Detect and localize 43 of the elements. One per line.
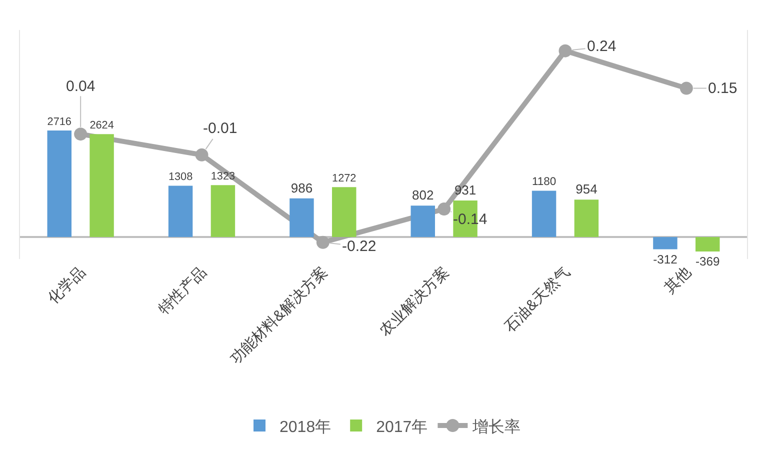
data-label: 1272 xyxy=(332,172,356,185)
data-label: 802 xyxy=(412,188,434,203)
bar xyxy=(332,187,356,238)
legend-label: 增长率 xyxy=(472,418,521,436)
data-label: 1308 xyxy=(168,171,193,184)
point xyxy=(680,82,693,95)
data-label: 0.15 xyxy=(708,80,738,97)
data-label: -0.01 xyxy=(203,120,238,137)
point xyxy=(195,148,208,162)
data-label: 1323 xyxy=(210,170,236,183)
x-tick-label: 特性产品 xyxy=(155,264,210,318)
bar xyxy=(532,190,556,238)
bar xyxy=(290,198,314,238)
data-label: 2716 xyxy=(47,116,72,128)
point xyxy=(316,236,330,249)
point xyxy=(438,202,451,216)
point xyxy=(74,128,88,141)
data-label: 931 xyxy=(454,182,476,198)
bar xyxy=(696,237,720,252)
x-tick-label: 农业解决方案 xyxy=(376,264,452,340)
point xyxy=(558,44,572,58)
data-label: 0.24 xyxy=(587,38,616,55)
bar xyxy=(47,130,72,238)
x-tick-label: 化学品 xyxy=(44,264,89,308)
bar xyxy=(90,134,114,238)
data-label: -0.22 xyxy=(342,238,376,255)
x-tick-label: 石油&天然气 xyxy=(501,264,574,336)
data-label: 1180 xyxy=(532,176,556,188)
bar xyxy=(410,206,435,238)
data-label: 0.04 xyxy=(66,78,96,95)
bar xyxy=(168,186,193,238)
legend-label: 2018年 xyxy=(280,418,332,436)
legend-label: 2017年 xyxy=(376,418,428,436)
data-label: 954 xyxy=(576,182,598,197)
bar xyxy=(574,200,599,238)
data-label: -312 xyxy=(653,252,678,266)
data-label: 986 xyxy=(290,180,313,196)
x-tick-label: 功能材料&解决方案 xyxy=(227,264,332,368)
data-label: -369 xyxy=(696,254,720,269)
x-tick-label: 其他 xyxy=(661,264,695,297)
bar xyxy=(210,185,236,238)
data-label: 2624 xyxy=(90,120,114,132)
bar xyxy=(653,237,678,250)
